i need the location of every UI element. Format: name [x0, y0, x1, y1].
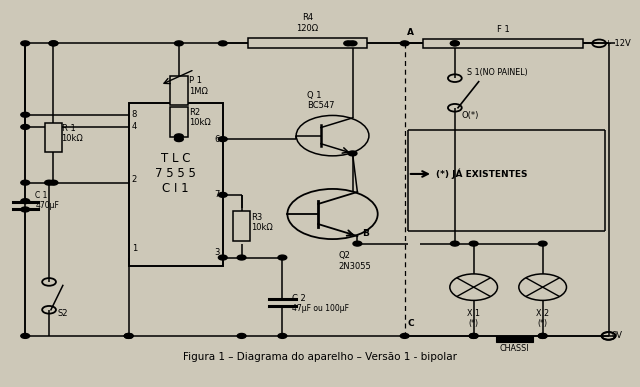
Text: 8: 8	[132, 110, 137, 119]
Bar	[170, 107, 188, 137]
Circle shape	[175, 134, 183, 139]
Circle shape	[218, 41, 227, 46]
Circle shape	[296, 115, 369, 156]
Text: R3
10kΩ: R3 10kΩ	[251, 213, 273, 233]
Bar	[495, 336, 533, 342]
Text: S2: S2	[58, 309, 68, 318]
Circle shape	[469, 241, 478, 246]
Text: Q2
2N3055: Q2 2N3055	[339, 251, 372, 271]
Circle shape	[451, 41, 460, 46]
Circle shape	[344, 41, 353, 46]
Circle shape	[237, 334, 246, 338]
Text: 1: 1	[132, 244, 137, 253]
Circle shape	[21, 112, 29, 117]
Circle shape	[124, 334, 133, 338]
Circle shape	[400, 41, 409, 46]
Circle shape	[348, 41, 357, 46]
Circle shape	[45, 180, 54, 185]
Circle shape	[519, 274, 566, 300]
Circle shape	[353, 241, 362, 246]
Text: 3: 3	[214, 248, 220, 257]
Circle shape	[469, 334, 478, 338]
Bar	[233, 211, 250, 241]
Circle shape	[278, 334, 287, 338]
Text: 4: 4	[132, 122, 137, 132]
Text: C: C	[407, 319, 414, 328]
Text: T L C
7 5 5 5
C I 1: T L C 7 5 5 5 C I 1	[156, 152, 196, 195]
Circle shape	[218, 137, 227, 142]
Text: CHASSI: CHASSI	[500, 344, 529, 353]
Text: O(*): O(*)	[461, 111, 479, 120]
Text: R 1
10kΩ: R 1 10kΩ	[61, 123, 83, 143]
Text: C 2: C 2	[292, 294, 305, 303]
Text: (*) JÁ EXISTENTES: (*) JÁ EXISTENTES	[436, 169, 527, 179]
Text: F 1: F 1	[497, 25, 510, 34]
Bar	[424, 39, 584, 48]
Bar	[129, 103, 223, 266]
Circle shape	[538, 334, 547, 338]
Text: 47μF ou 100μF: 47μF ou 100μF	[292, 303, 349, 313]
Text: X 1
(*): X 1 (*)	[467, 309, 480, 329]
Circle shape	[451, 241, 460, 246]
Circle shape	[21, 180, 29, 185]
Circle shape	[175, 137, 183, 142]
Circle shape	[237, 255, 246, 260]
Bar	[170, 75, 188, 105]
Circle shape	[538, 334, 547, 338]
Text: C 1
470μF: C 1 470μF	[35, 191, 59, 211]
Circle shape	[124, 334, 133, 338]
Text: 2: 2	[132, 175, 137, 184]
Circle shape	[49, 180, 58, 185]
Circle shape	[21, 125, 29, 129]
Circle shape	[49, 41, 58, 46]
Circle shape	[21, 334, 29, 338]
Text: A: A	[407, 28, 414, 37]
Bar	[45, 123, 62, 152]
Circle shape	[450, 274, 497, 300]
Circle shape	[538, 241, 547, 246]
Text: P 1
1MΩ: P 1 1MΩ	[189, 77, 208, 96]
Text: 0V: 0V	[612, 331, 623, 341]
Circle shape	[218, 192, 227, 197]
Circle shape	[287, 189, 378, 239]
Text: R2
10kΩ: R2 10kΩ	[189, 108, 211, 127]
Circle shape	[175, 41, 183, 46]
Text: Q 1
BC547: Q 1 BC547	[307, 91, 335, 110]
Text: B: B	[362, 229, 369, 238]
Circle shape	[21, 199, 29, 204]
Circle shape	[21, 207, 29, 212]
Text: X 2
(*): X 2 (*)	[536, 309, 549, 329]
Text: + 12V: + 12V	[605, 39, 631, 48]
Bar	[248, 38, 367, 48]
Text: 6: 6	[214, 135, 220, 144]
Text: 7: 7	[214, 190, 220, 199]
Text: R4
120Ω: R4 120Ω	[296, 14, 319, 33]
Circle shape	[451, 41, 460, 46]
Circle shape	[49, 41, 58, 46]
Text: Figura 1 – Diagrama do aparelho – Versão 1 - bipolar: Figura 1 – Diagrama do aparelho – Versão…	[183, 352, 457, 362]
Text: S 1(NO PAINEL): S 1(NO PAINEL)	[467, 68, 528, 77]
Circle shape	[21, 41, 29, 46]
Circle shape	[469, 334, 478, 338]
Circle shape	[348, 151, 357, 156]
Circle shape	[218, 255, 227, 260]
Circle shape	[400, 334, 409, 338]
Circle shape	[278, 255, 287, 260]
